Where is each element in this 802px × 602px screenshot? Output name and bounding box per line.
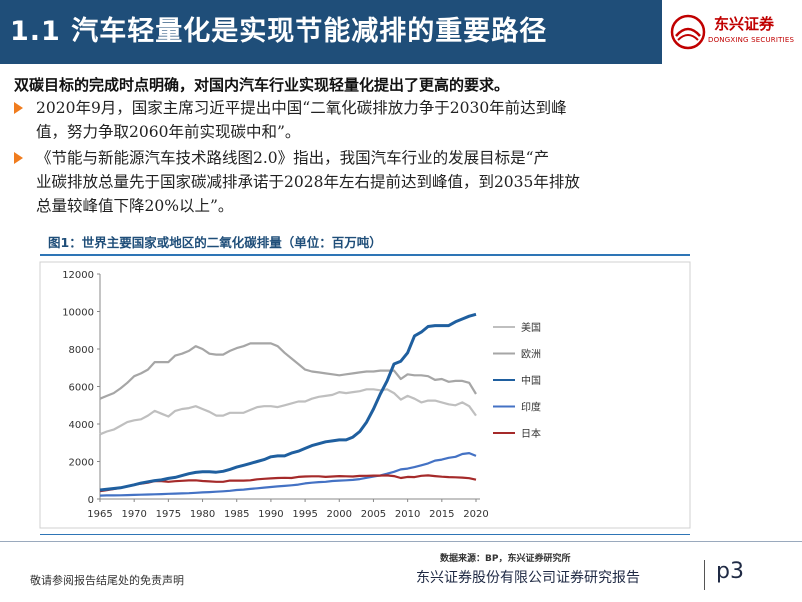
- arrow-bullet-icon: [14, 152, 23, 164]
- legend-label: 欧洲: [521, 349, 541, 361]
- y-tick-label: 12000: [62, 270, 94, 281]
- intro-text: 双碳目标的完成时点明确，对国内汽车行业实现轻量化提出了更高的要求。: [14, 76, 510, 94]
- x-tick-label: 2000: [327, 509, 352, 520]
- y-tick-label: 4000: [69, 420, 94, 431]
- x-tick-label: 2015: [429, 509, 454, 520]
- x-tick-label: 1990: [258, 509, 283, 520]
- logo-mark-icon: [670, 14, 706, 50]
- company-logo: 东兴证券 DONGXING SECURITIES: [666, 10, 798, 56]
- x-tick-label: 2020: [463, 509, 488, 520]
- data-source: 数据来源：BP，东兴证券研究所: [440, 554, 571, 564]
- page-title: 1.1 汽车轻量化是实现节能减排的重要路径: [10, 16, 548, 47]
- series-line-2: [99, 312, 477, 492]
- bullet-line: 值，努力争取2060年前实现碳中和”。: [36, 123, 301, 141]
- x-tick-label: 1995: [292, 509, 317, 520]
- footer-separator: [704, 560, 705, 590]
- bullet-line: 总量较峰值下降20%以上”。: [36, 197, 234, 215]
- bullet-item: 2020年9月，国家主席习近平提出中国“二氧化碳排放力争于2030年前达到峰 值…: [14, 96, 567, 144]
- figure-rule-bottom: [40, 534, 690, 535]
- y-tick-label: 0: [88, 495, 94, 506]
- y-tick-label: 2000: [69, 458, 94, 469]
- legend-label: 美国: [521, 321, 541, 334]
- figure-title: 图1：世界主要国家或地区的二氧化碳排量（单位：百万吨）: [48, 235, 382, 250]
- figure-rule-top: [40, 254, 690, 256]
- chart-frame: [39, 261, 691, 529]
- bullet-line: 《节能与新能源汽车技术路线图2.0》指出，我国汽车行业的发展目标是“产: [36, 149, 550, 167]
- bullet-line: 2020年9月，国家主席习近平提出中国“二氧化碳排放力争于2030年前达到峰: [36, 99, 567, 117]
- x-tick-label: 1985: [224, 509, 249, 520]
- logo-subtext: DONGXING SECURITIES: [708, 36, 795, 44]
- legend-label: 日本: [521, 427, 541, 440]
- series-line-0: [99, 388, 477, 436]
- series-line-3: [99, 452, 477, 497]
- arrow-bullet-icon: [14, 102, 23, 114]
- bullet-line: 业碳排放总量先于国家碳减排承诺于2028年左右提前达到峰值，到2035年排放: [36, 173, 580, 191]
- footer-divider: [0, 541, 802, 542]
- series-line-1: [99, 342, 477, 400]
- x-tick-label: 1965: [87, 509, 112, 520]
- logo-text: 东兴证券: [714, 15, 775, 33]
- y-tick-label: 6000: [69, 383, 94, 394]
- x-tick-label: 1970: [121, 509, 146, 520]
- legend-label: 中国: [521, 374, 541, 387]
- legend-label: 印度: [521, 401, 541, 414]
- bullet-item: 《节能与新能源汽车技术路线图2.0》指出，我国汽车行业的发展目标是“产 业碳排放…: [14, 146, 580, 218]
- x-tick-label: 2010: [395, 509, 420, 520]
- x-tick-label: 2005: [361, 509, 386, 520]
- x-tick-label: 1980: [190, 509, 215, 520]
- company-report-label: 东兴证券股份有限公司证券研究报告: [416, 570, 640, 586]
- x-tick-label: 1975: [156, 509, 181, 520]
- y-tick-label: 10000: [62, 308, 94, 319]
- header-bar: 1.1 汽车轻量化是实现节能减排的重要路径: [0, 0, 662, 64]
- page-number: p3: [716, 559, 744, 584]
- disclaimer-text: 敬请参阅报告结尾处的免责声明: [30, 574, 184, 587]
- y-tick-label: 8000: [69, 345, 94, 356]
- series-line-4: [99, 474, 477, 493]
